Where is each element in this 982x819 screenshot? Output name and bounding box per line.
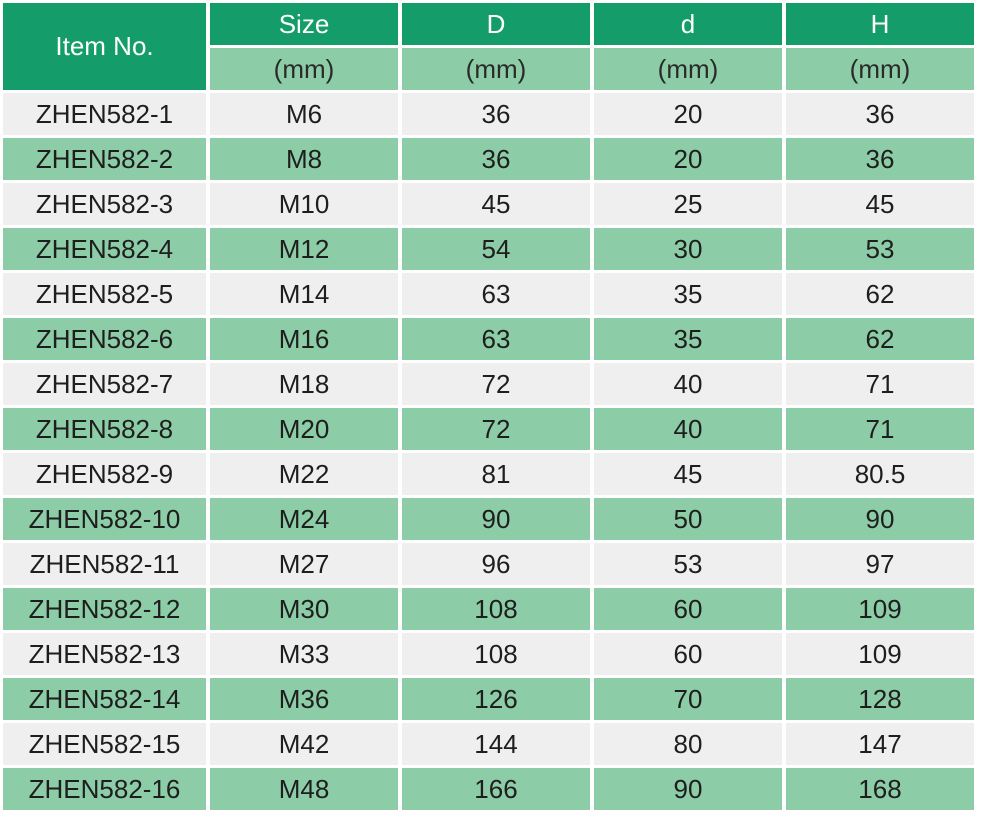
table-cell-item-no: ZHEN582-10 bbox=[3, 498, 206, 540]
table-cell-size: M16 bbox=[210, 318, 398, 360]
table-cell-h: 36 bbox=[786, 138, 974, 180]
table-cell-d-inner: 40 bbox=[594, 363, 782, 405]
table-cell-item-no: ZHEN582-15 bbox=[3, 723, 206, 765]
table-cell-size: M33 bbox=[210, 633, 398, 675]
table-cell-item-no: ZHEN582-5 bbox=[3, 273, 206, 315]
table-cell-h: 53 bbox=[786, 228, 974, 270]
table-cell-d-inner: 40 bbox=[594, 408, 782, 450]
table-cell-h: 90 bbox=[786, 498, 974, 540]
table-cell-d-outer: 90 bbox=[402, 498, 590, 540]
table-cell-size: M30 bbox=[210, 588, 398, 630]
table-cell-d-outer: 108 bbox=[402, 588, 590, 630]
table-cell-item-no: ZHEN582-1 bbox=[3, 93, 206, 135]
table-cell-d-outer: 96 bbox=[402, 543, 590, 585]
table-cell-d-inner: 70 bbox=[594, 678, 782, 720]
header-item-no: Item No. bbox=[3, 3, 206, 90]
table-cell-size: M42 bbox=[210, 723, 398, 765]
table-cell-item-no: ZHEN582-4 bbox=[3, 228, 206, 270]
table-cell-d-inner: 45 bbox=[594, 453, 782, 495]
table-cell-size: M27 bbox=[210, 543, 398, 585]
table-cell-h: 109 bbox=[786, 633, 974, 675]
table-cell-h: 147 bbox=[786, 723, 974, 765]
table-cell-d-outer: 36 bbox=[402, 138, 590, 180]
table-cell-d-inner: 80 bbox=[594, 723, 782, 765]
table-cell-size: M10 bbox=[210, 183, 398, 225]
table-cell-d-outer: 166 bbox=[402, 768, 590, 810]
table-cell-d-outer: 72 bbox=[402, 363, 590, 405]
header-d-inner: d bbox=[594, 3, 782, 45]
table-cell-item-no: ZHEN582-12 bbox=[3, 588, 206, 630]
table-cell-size: M12 bbox=[210, 228, 398, 270]
table-cell-size: M48 bbox=[210, 768, 398, 810]
table-cell-h: 109 bbox=[786, 588, 974, 630]
table-cell-size: M22 bbox=[210, 453, 398, 495]
table-cell-d-outer: 63 bbox=[402, 273, 590, 315]
table-cell-item-no: ZHEN582-3 bbox=[3, 183, 206, 225]
table-cell-size: M6 bbox=[210, 93, 398, 135]
table-cell-size: M18 bbox=[210, 363, 398, 405]
table-cell-d-inner: 20 bbox=[594, 138, 782, 180]
table-cell-size: M20 bbox=[210, 408, 398, 450]
table-cell-item-no: ZHEN582-9 bbox=[3, 453, 206, 495]
table-cell-d-inner: 35 bbox=[594, 273, 782, 315]
table-cell-d-outer: 126 bbox=[402, 678, 590, 720]
table-cell-size: M8 bbox=[210, 138, 398, 180]
table-cell-h: 80.5 bbox=[786, 453, 974, 495]
table-cell-d-outer: 72 bbox=[402, 408, 590, 450]
unit-d-inner: (mm) bbox=[594, 48, 782, 90]
table-cell-size: M24 bbox=[210, 498, 398, 540]
table-cell-h: 71 bbox=[786, 363, 974, 405]
table-cell-h: 128 bbox=[786, 678, 974, 720]
header-size: Size bbox=[210, 3, 398, 45]
table-cell-item-no: ZHEN582-16 bbox=[3, 768, 206, 810]
table-cell-d-outer: 81 bbox=[402, 453, 590, 495]
table-cell-h: 36 bbox=[786, 93, 974, 135]
table-cell-h: 168 bbox=[786, 768, 974, 810]
table-cell-item-no: ZHEN582-13 bbox=[3, 633, 206, 675]
spec-table: Item No. Size D d H (mm) (mm) (mm) (mm) … bbox=[3, 3, 974, 810]
table-cell-d-outer: 36 bbox=[402, 93, 590, 135]
table-cell-d-inner: 30 bbox=[594, 228, 782, 270]
header-d-outer: D bbox=[402, 3, 590, 45]
table-cell-item-no: ZHEN582-2 bbox=[3, 138, 206, 180]
table-cell-item-no: ZHEN582-6 bbox=[3, 318, 206, 360]
table-cell-d-inner: 50 bbox=[594, 498, 782, 540]
table-cell-d-inner: 60 bbox=[594, 588, 782, 630]
table-cell-d-outer: 63 bbox=[402, 318, 590, 360]
table-cell-d-inner: 35 bbox=[594, 318, 782, 360]
table-cell-h: 45 bbox=[786, 183, 974, 225]
table-cell-item-no: ZHEN582-11 bbox=[3, 543, 206, 585]
table-cell-size: M36 bbox=[210, 678, 398, 720]
table-cell-item-no: ZHEN582-14 bbox=[3, 678, 206, 720]
table-cell-d-inner: 53 bbox=[594, 543, 782, 585]
table-cell-h: 71 bbox=[786, 408, 974, 450]
table-cell-h: 62 bbox=[786, 318, 974, 360]
table-cell-h: 62 bbox=[786, 273, 974, 315]
table-cell-size: M14 bbox=[210, 273, 398, 315]
table-cell-d-inner: 25 bbox=[594, 183, 782, 225]
table-cell-d-outer: 108 bbox=[402, 633, 590, 675]
table-cell-d-outer: 45 bbox=[402, 183, 590, 225]
table-cell-item-no: ZHEN582-7 bbox=[3, 363, 206, 405]
table-cell-h: 97 bbox=[786, 543, 974, 585]
table-cell-item-no: ZHEN582-8 bbox=[3, 408, 206, 450]
unit-d-outer: (mm) bbox=[402, 48, 590, 90]
header-h: H bbox=[786, 3, 974, 45]
table-cell-d-inner: 20 bbox=[594, 93, 782, 135]
unit-h: (mm) bbox=[786, 48, 974, 90]
table-cell-d-inner: 90 bbox=[594, 768, 782, 810]
table-cell-d-outer: 54 bbox=[402, 228, 590, 270]
table-cell-d-outer: 144 bbox=[402, 723, 590, 765]
unit-size: (mm) bbox=[210, 48, 398, 90]
table-cell-d-inner: 60 bbox=[594, 633, 782, 675]
